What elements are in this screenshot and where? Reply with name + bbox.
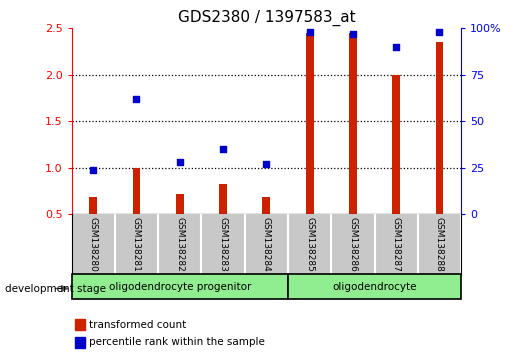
Point bbox=[89, 167, 98, 172]
Text: oligodendrocyte: oligodendrocyte bbox=[332, 282, 417, 292]
Point bbox=[392, 44, 401, 50]
Bar bbox=[72, 274, 288, 299]
Text: oligodendrocyte progenitor: oligodendrocyte progenitor bbox=[109, 282, 251, 292]
Bar bbox=[262, 198, 270, 214]
Bar bbox=[75, 319, 85, 330]
Point bbox=[435, 29, 444, 35]
Text: transformed count: transformed count bbox=[89, 320, 187, 330]
Point bbox=[175, 159, 184, 165]
Text: GSM138282: GSM138282 bbox=[175, 217, 184, 272]
Bar bbox=[288, 274, 461, 299]
Bar bbox=[132, 168, 140, 214]
Bar bbox=[392, 75, 400, 214]
Text: development stage: development stage bbox=[5, 284, 107, 293]
Text: GSM138285: GSM138285 bbox=[305, 217, 314, 272]
Point bbox=[349, 31, 357, 37]
Point bbox=[262, 161, 270, 167]
Bar bbox=[89, 198, 97, 214]
Text: GSM138281: GSM138281 bbox=[132, 217, 141, 272]
Title: GDS2380 / 1397583_at: GDS2380 / 1397583_at bbox=[178, 9, 355, 25]
Point bbox=[132, 96, 141, 102]
Text: GSM138284: GSM138284 bbox=[262, 217, 271, 272]
Bar bbox=[436, 42, 444, 214]
Bar bbox=[176, 194, 184, 214]
Point bbox=[219, 146, 227, 152]
Text: GSM138280: GSM138280 bbox=[89, 217, 98, 272]
Bar bbox=[349, 33, 357, 214]
Text: GSM138288: GSM138288 bbox=[435, 217, 444, 272]
Text: GSM138283: GSM138283 bbox=[218, 217, 227, 272]
Text: GSM138287: GSM138287 bbox=[392, 217, 401, 272]
Bar bbox=[75, 337, 85, 348]
Bar bbox=[219, 184, 227, 214]
Bar bbox=[306, 33, 314, 214]
Point bbox=[305, 29, 314, 35]
Text: percentile rank within the sample: percentile rank within the sample bbox=[89, 337, 265, 347]
Text: GSM138286: GSM138286 bbox=[348, 217, 357, 272]
